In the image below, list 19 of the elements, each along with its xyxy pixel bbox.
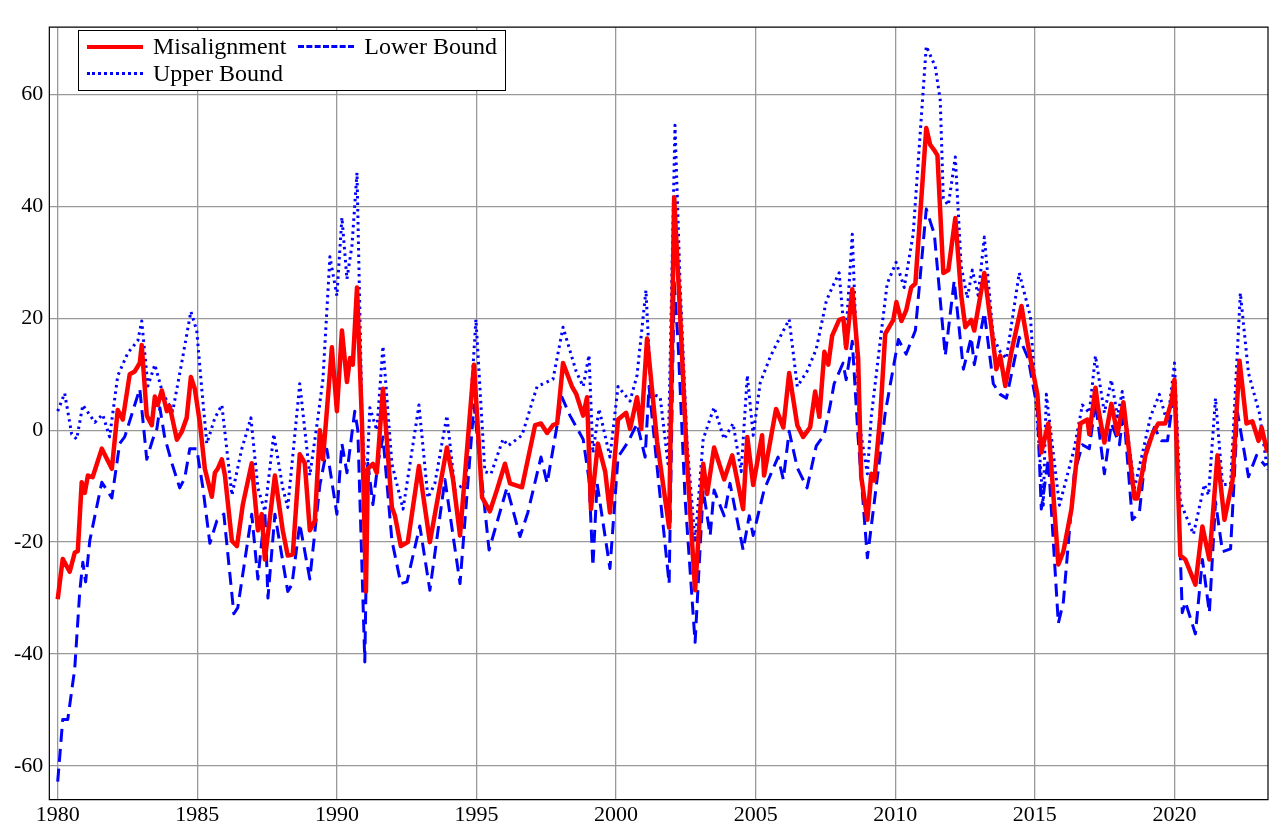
legend-label: Upper Bound [153,60,283,87]
x-tick-label: 2015 [1012,800,1057,826]
y-tick-label: 60 [21,80,44,106]
x-tick-label: 2005 [733,800,778,826]
x-tick-label: 1995 [454,800,499,826]
x-tick-label: 2010 [873,800,918,826]
y-tick-label: -40 [14,639,44,665]
y-tick-label: 40 [21,192,44,218]
x-tick-label: 1980 [35,800,80,826]
x-tick-label: 1985 [175,800,220,826]
x-tick-label: 2020 [1152,800,1197,826]
x-tick-label: 2000 [594,800,639,826]
y-tick-label: 0 [32,415,44,441]
x-tick-label: 1990 [314,800,359,826]
y-tick-label: 20 [21,304,44,330]
y-tick-label: -20 [14,527,44,553]
legend-label: Misalignment [153,33,287,60]
y-tick-label: -60 [14,751,44,777]
legend-label: Lower Bound [364,33,497,60]
